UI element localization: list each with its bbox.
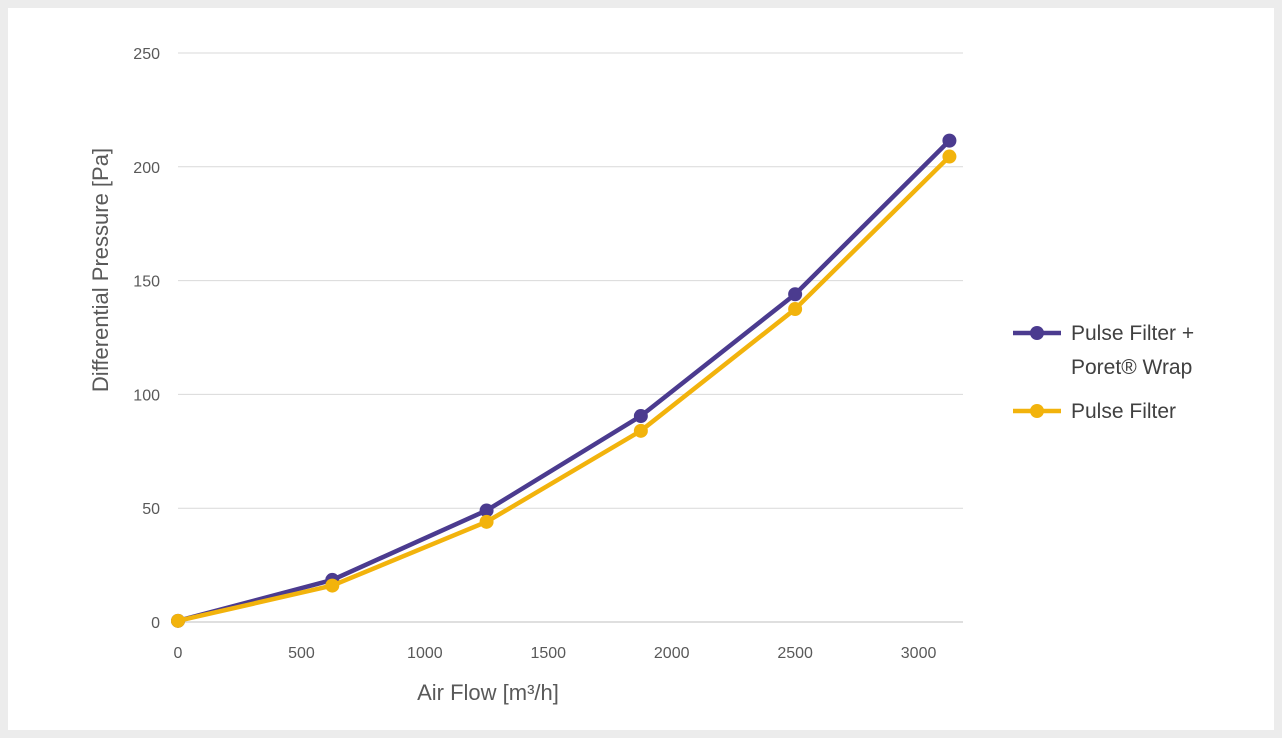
y-tick-label: 50 bbox=[142, 501, 160, 518]
x-tick-label: 3000 bbox=[901, 645, 937, 662]
data-series bbox=[171, 133, 957, 628]
x-tick-label: 0 bbox=[174, 645, 183, 662]
data-point bbox=[479, 503, 494, 518]
data-point bbox=[633, 423, 648, 438]
series-line bbox=[175, 138, 952, 624]
gridlines bbox=[178, 52, 963, 623]
series-1 bbox=[171, 133, 957, 628]
x-tick-label: 1500 bbox=[530, 645, 566, 662]
data-point bbox=[942, 133, 957, 148]
x-axis-title: Air Flow [m³/h] bbox=[417, 680, 559, 705]
y-tick-label: 250 bbox=[133, 46, 160, 63]
legend-label: Pulse Filter bbox=[1071, 400, 1176, 423]
data-point bbox=[171, 613, 185, 628]
legend-swatch-marker bbox=[1030, 326, 1044, 340]
data-point bbox=[325, 578, 340, 593]
y-axis-ticks: 0 50 100 150 200 250 bbox=[133, 46, 160, 632]
x-tick-label: 1000 bbox=[407, 645, 443, 662]
x-tick-label: 2000 bbox=[654, 645, 690, 662]
data-point bbox=[942, 149, 957, 164]
y-tick-label: 200 bbox=[133, 160, 160, 177]
x-tick-label: 500 bbox=[288, 645, 315, 662]
line-chart: 0 50 100 150 200 250 0 500 1000 1500 2000 2500 3000… bbox=[88, 46, 1194, 705]
series-2 bbox=[171, 149, 957, 628]
y-axis-title: Differential Pressure [Pa] bbox=[88, 148, 113, 392]
legend: Pulse Filter + Poret® Wrap Pulse Filter bbox=[1013, 322, 1194, 423]
series-line bbox=[175, 154, 952, 624]
data-point bbox=[633, 409, 648, 424]
y-tick-label: 100 bbox=[133, 387, 160, 404]
legend-item: Pulse Filter bbox=[1013, 400, 1176, 423]
legend-swatch-marker bbox=[1030, 404, 1044, 418]
y-tick-label: 150 bbox=[133, 274, 160, 291]
legend-item: Pulse Filter + Poret® Wrap bbox=[1013, 322, 1194, 379]
x-axis-ticks: 0 500 1000 1500 2000 2500 3000 bbox=[174, 645, 937, 662]
data-point bbox=[479, 514, 494, 529]
x-tick-label: 2500 bbox=[777, 645, 813, 662]
chart-frame: 0 50 100 150 200 250 0 500 1000 1500 2000 2500 3000… bbox=[8, 8, 1274, 730]
data-point bbox=[788, 287, 803, 302]
data-point bbox=[788, 302, 803, 317]
y-tick-label: 0 bbox=[151, 615, 160, 632]
legend-label: Pulse Filter + bbox=[1071, 322, 1194, 345]
legend-label: Poret® Wrap bbox=[1071, 356, 1192, 379]
